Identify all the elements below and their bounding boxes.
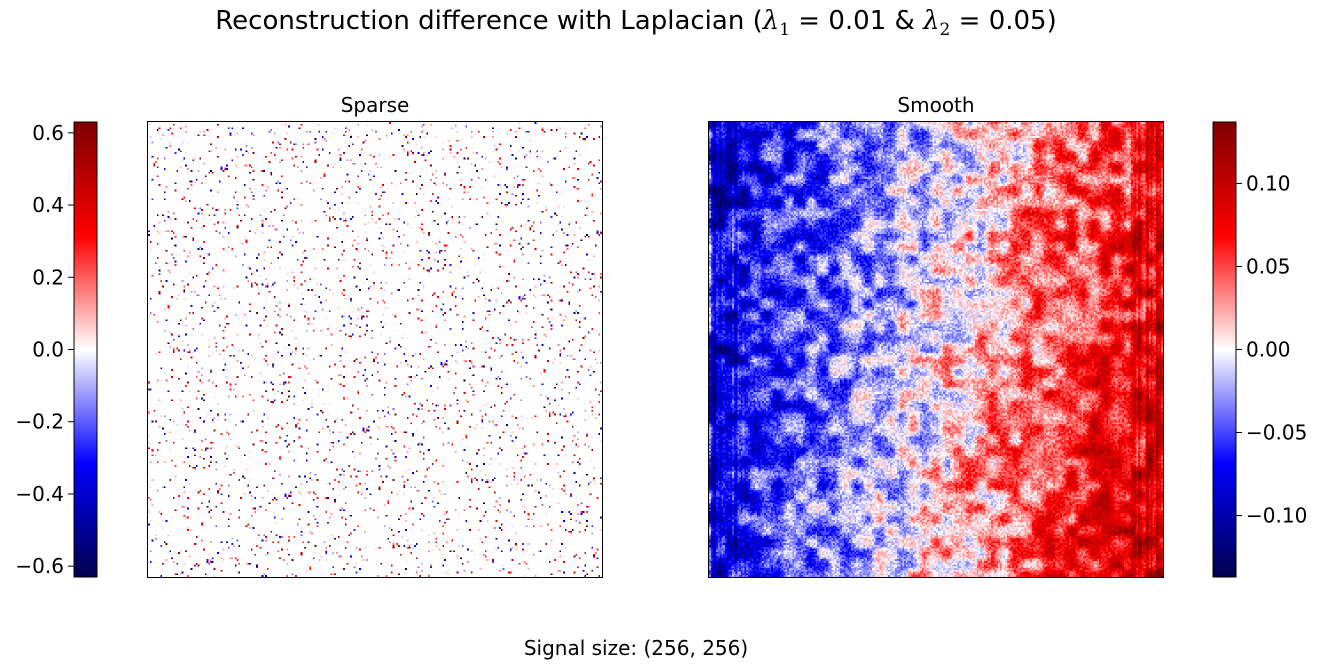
smooth-colorbar-ticks: −0.10 −0.05 0.00 0.05 0.10 bbox=[1236, 171, 1307, 528]
colorbar-tick-label: −0.6 bbox=[15, 554, 64, 578]
colorbar-tick-label: −0.2 bbox=[15, 410, 64, 434]
colorbar-tick-label: 0.05 bbox=[1246, 254, 1291, 278]
smooth-colorbar: −0.10 −0.05 0.00 0.05 0.10 bbox=[1212, 121, 1307, 578]
sparse-colorbar-fill bbox=[73, 121, 98, 578]
smooth-colorbar-fill bbox=[1212, 121, 1237, 578]
colorbar-tick-label: 0.10 bbox=[1246, 171, 1291, 195]
smooth-heatmap bbox=[708, 121, 1164, 578]
colorbar-tick-label: 0.00 bbox=[1246, 338, 1291, 362]
smooth-panel-title: Smooth bbox=[897, 93, 975, 117]
sparse-heatmap bbox=[147, 121, 603, 578]
colorbar-tick-label: 0.2 bbox=[32, 265, 64, 289]
colorbar-tick-label: 0.0 bbox=[32, 338, 64, 362]
sparse-panel-title: Sparse bbox=[340, 93, 410, 117]
sparse-colorbar: −0.6 −0.4 −0.2 0.0 0.2 0.4 0.6 bbox=[15, 121, 98, 578]
colorbar-tick-label: 0.4 bbox=[32, 193, 64, 217]
signal-size-caption: Signal size: (256, 256) bbox=[523, 636, 749, 660]
colorbar-tick-label: −0.05 bbox=[1246, 421, 1307, 445]
colorbar-tick-label: −0.4 bbox=[15, 482, 64, 506]
colorbar-tick-label: 0.6 bbox=[32, 121, 64, 145]
figure-title: Reconstruction difference with Laplacian… bbox=[215, 6, 1057, 41]
colorbar-tick-label: −0.10 bbox=[1246, 504, 1307, 528]
sparse-colorbar-ticks: −0.6 −0.4 −0.2 0.0 0.2 0.4 0.6 bbox=[15, 121, 74, 578]
